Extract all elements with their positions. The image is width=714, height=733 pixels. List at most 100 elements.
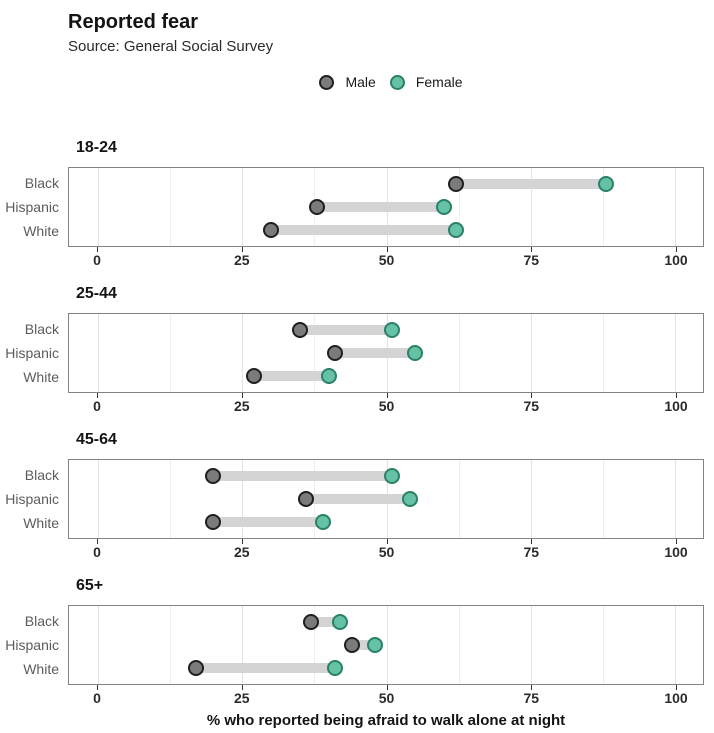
axis-tick <box>97 247 98 252</box>
axis-tick <box>386 393 388 398</box>
axis-tick-label: 50 <box>378 252 395 268</box>
minor-gridline <box>458 314 460 392</box>
male-dot <box>245 368 262 385</box>
dumbbell-bar <box>311 616 341 627</box>
panel-title: 65+ <box>76 577 104 594</box>
major-gridline <box>675 460 677 538</box>
axis-tick <box>531 685 533 690</box>
category-label: White <box>23 223 59 239</box>
dumbbell-bar <box>305 494 410 504</box>
axis-tick <box>531 247 533 252</box>
panel-title: 25-44 <box>76 285 117 302</box>
female-dot <box>332 613 349 630</box>
axis-tick-label: 0 <box>93 252 101 268</box>
axis-tick-label: 50 <box>378 690 395 706</box>
major-gridline <box>386 606 388 684</box>
major-gridline <box>530 314 532 392</box>
male-dot <box>343 637 360 653</box>
category-label: Black <box>24 613 59 629</box>
category-label: Hispanic <box>5 345 59 361</box>
major-gridline <box>530 460 532 538</box>
axis-tick <box>676 393 678 398</box>
x-axis: 0 25 50 75 100 <box>68 685 704 711</box>
female-dot <box>384 467 401 484</box>
female-dot <box>320 368 337 385</box>
panel-title: 45-64 <box>76 431 117 448</box>
female-dot <box>366 637 383 653</box>
female-dot-icon <box>389 74 405 90</box>
axis-tick-label: 100 <box>664 252 688 268</box>
female-dot <box>384 321 401 338</box>
axis-tick <box>97 539 98 544</box>
male-dot-icon <box>319 74 335 90</box>
plot-area <box>68 459 704 539</box>
axis-tick-label: 75 <box>523 690 540 706</box>
axis-tick-label: 50 <box>378 398 395 414</box>
legend: Male Female <box>0 72 714 92</box>
axis-tick <box>676 247 678 252</box>
dumbbell-bar <box>271 225 456 236</box>
dumbbell-bar <box>455 178 606 189</box>
plot-area <box>68 313 704 393</box>
category-label: Black <box>24 321 59 337</box>
female-dot <box>597 175 614 192</box>
major-gridline <box>242 460 244 538</box>
minor-gridline <box>170 314 172 392</box>
axis-spacer <box>0 539 68 565</box>
male-dot <box>447 175 464 192</box>
axis-tick <box>676 685 678 690</box>
axis-tick-label: 25 <box>233 544 250 560</box>
category-label: Hispanic <box>5 199 59 215</box>
axis-tick <box>386 539 388 544</box>
male-dot <box>291 321 308 338</box>
minor-gridline <box>458 606 460 684</box>
category-label: White <box>23 661 59 677</box>
dumbbell-bar <box>317 202 445 212</box>
female-dot <box>326 660 343 677</box>
x-axis: 0 25 50 75 100 <box>68 247 704 273</box>
major-gridline <box>242 606 244 684</box>
dumbbell-bar <box>213 470 393 481</box>
male-dot <box>309 199 326 215</box>
legend-item-female: Female <box>389 74 463 90</box>
axis-tick <box>386 685 388 690</box>
x-axis: 0 25 50 75 100 <box>68 539 704 565</box>
axis-tick-label: 75 <box>523 398 540 414</box>
female-dot <box>447 222 464 239</box>
y-axis-labels: Black Hispanic White <box>0 459 68 539</box>
minor-gridline <box>458 460 460 538</box>
legend-item-male: Male <box>319 74 376 90</box>
legend-label-male: Male <box>345 74 376 90</box>
dumbbell-bar <box>334 348 416 358</box>
male-dot <box>297 491 314 507</box>
axis-tick-label: 100 <box>664 544 688 560</box>
female-dot <box>315 514 332 531</box>
x-axis: 0 25 50 75 100 <box>68 393 704 419</box>
male-dot <box>263 222 280 239</box>
minor-gridline <box>314 314 316 392</box>
axis-tick <box>241 685 243 690</box>
chart-title: Reported fear <box>68 11 199 33</box>
female-dot <box>436 199 453 215</box>
axis-tick <box>241 393 243 398</box>
axis-tick-label: 75 <box>523 544 540 560</box>
axis-spacer <box>0 247 68 273</box>
dumbbell-bar <box>253 371 329 382</box>
major-gridline <box>530 168 532 246</box>
axis-tick-label: 0 <box>93 544 101 560</box>
axis-tick <box>386 247 388 252</box>
category-label: White <box>23 369 59 385</box>
minor-gridline <box>314 606 316 684</box>
axis-spacer <box>0 393 68 419</box>
axis-tick-label: 25 <box>233 252 250 268</box>
axis-tick <box>676 539 678 544</box>
category-label: Black <box>24 175 59 191</box>
dumbbell-bar <box>196 663 335 674</box>
minor-gridline <box>602 314 604 392</box>
male-dot <box>205 514 222 531</box>
minor-gridline <box>170 460 172 538</box>
male-dot <box>326 345 343 361</box>
category-label: Hispanic <box>5 637 59 653</box>
dumbbell-bar <box>213 517 323 528</box>
